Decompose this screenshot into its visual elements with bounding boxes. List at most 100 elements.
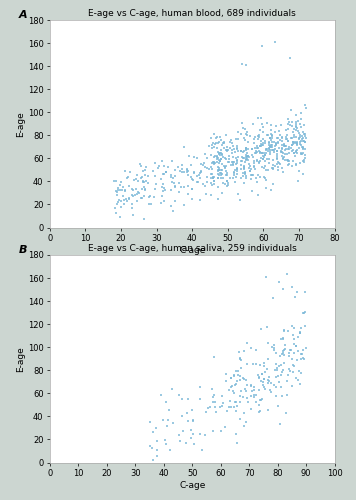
Point xyxy=(294,149,299,157)
Point xyxy=(224,170,230,177)
Point xyxy=(281,346,287,354)
Point xyxy=(281,285,286,293)
Point xyxy=(284,376,289,384)
Point xyxy=(172,166,178,173)
Point xyxy=(286,120,291,128)
Point xyxy=(278,335,284,343)
Point xyxy=(237,392,243,400)
Point xyxy=(269,294,275,302)
Point xyxy=(172,172,178,180)
Point xyxy=(211,178,217,186)
Point xyxy=(241,179,247,187)
Point xyxy=(218,169,224,177)
Point xyxy=(277,160,283,168)
Point xyxy=(188,426,193,434)
Point xyxy=(113,177,119,185)
Point xyxy=(209,164,214,172)
Point xyxy=(161,196,167,204)
Point xyxy=(150,428,156,436)
Point xyxy=(286,160,292,168)
Point xyxy=(229,158,235,166)
Point xyxy=(239,120,245,128)
Point xyxy=(255,156,260,164)
Point xyxy=(244,339,250,347)
Point xyxy=(240,169,245,177)
Point xyxy=(248,381,253,389)
Point xyxy=(296,134,302,141)
Point xyxy=(185,395,190,403)
Point xyxy=(286,328,291,336)
Point xyxy=(255,157,260,165)
Point xyxy=(209,142,215,150)
Point xyxy=(253,360,258,368)
Point xyxy=(219,150,225,158)
Point xyxy=(244,144,249,152)
Point xyxy=(294,140,300,147)
Point xyxy=(111,177,117,185)
Point xyxy=(161,170,167,177)
Point xyxy=(266,377,272,385)
Point xyxy=(269,132,275,140)
Point xyxy=(234,160,239,168)
Point xyxy=(213,408,219,416)
Point xyxy=(269,140,274,148)
Point xyxy=(288,346,294,354)
Point xyxy=(200,180,206,188)
Point xyxy=(213,140,218,148)
Point xyxy=(295,118,300,126)
Point xyxy=(302,138,308,146)
Point xyxy=(153,186,158,194)
Point xyxy=(118,178,124,186)
Point xyxy=(291,149,297,157)
Point xyxy=(234,168,240,175)
Point xyxy=(247,153,252,161)
Point xyxy=(210,165,215,173)
Point xyxy=(227,396,232,404)
Point xyxy=(251,392,257,400)
Point xyxy=(138,174,144,182)
Point xyxy=(250,188,255,196)
Point xyxy=(252,162,257,170)
Point xyxy=(194,178,200,186)
Point xyxy=(292,133,297,141)
Point xyxy=(257,158,262,166)
Point xyxy=(292,340,297,348)
Point xyxy=(185,170,191,178)
Point xyxy=(115,188,120,196)
Point xyxy=(143,177,148,185)
Point xyxy=(303,322,308,330)
Point xyxy=(219,174,224,182)
Point xyxy=(147,442,153,450)
Point xyxy=(217,156,222,164)
Point xyxy=(295,178,301,186)
Point xyxy=(208,152,214,160)
Point xyxy=(233,430,239,438)
Point xyxy=(298,354,303,362)
Point xyxy=(260,135,266,143)
Point xyxy=(231,372,237,380)
Point xyxy=(180,166,185,173)
Point xyxy=(271,165,276,173)
Point xyxy=(116,196,122,204)
Point xyxy=(275,372,281,380)
Point xyxy=(213,139,219,147)
Point xyxy=(277,130,283,138)
Point xyxy=(229,146,235,154)
Point xyxy=(155,164,161,172)
Point xyxy=(176,178,182,186)
Point xyxy=(302,132,308,140)
Point xyxy=(226,403,232,411)
Point xyxy=(225,182,231,190)
Point xyxy=(197,171,202,179)
Point xyxy=(127,195,132,203)
Point xyxy=(219,171,224,179)
Point xyxy=(238,160,244,168)
Point xyxy=(272,162,277,170)
Point xyxy=(253,174,258,182)
Point xyxy=(276,159,282,167)
Point xyxy=(227,174,233,182)
Point xyxy=(233,398,239,406)
Point xyxy=(261,152,266,160)
Point xyxy=(221,162,227,170)
Point xyxy=(271,180,276,188)
